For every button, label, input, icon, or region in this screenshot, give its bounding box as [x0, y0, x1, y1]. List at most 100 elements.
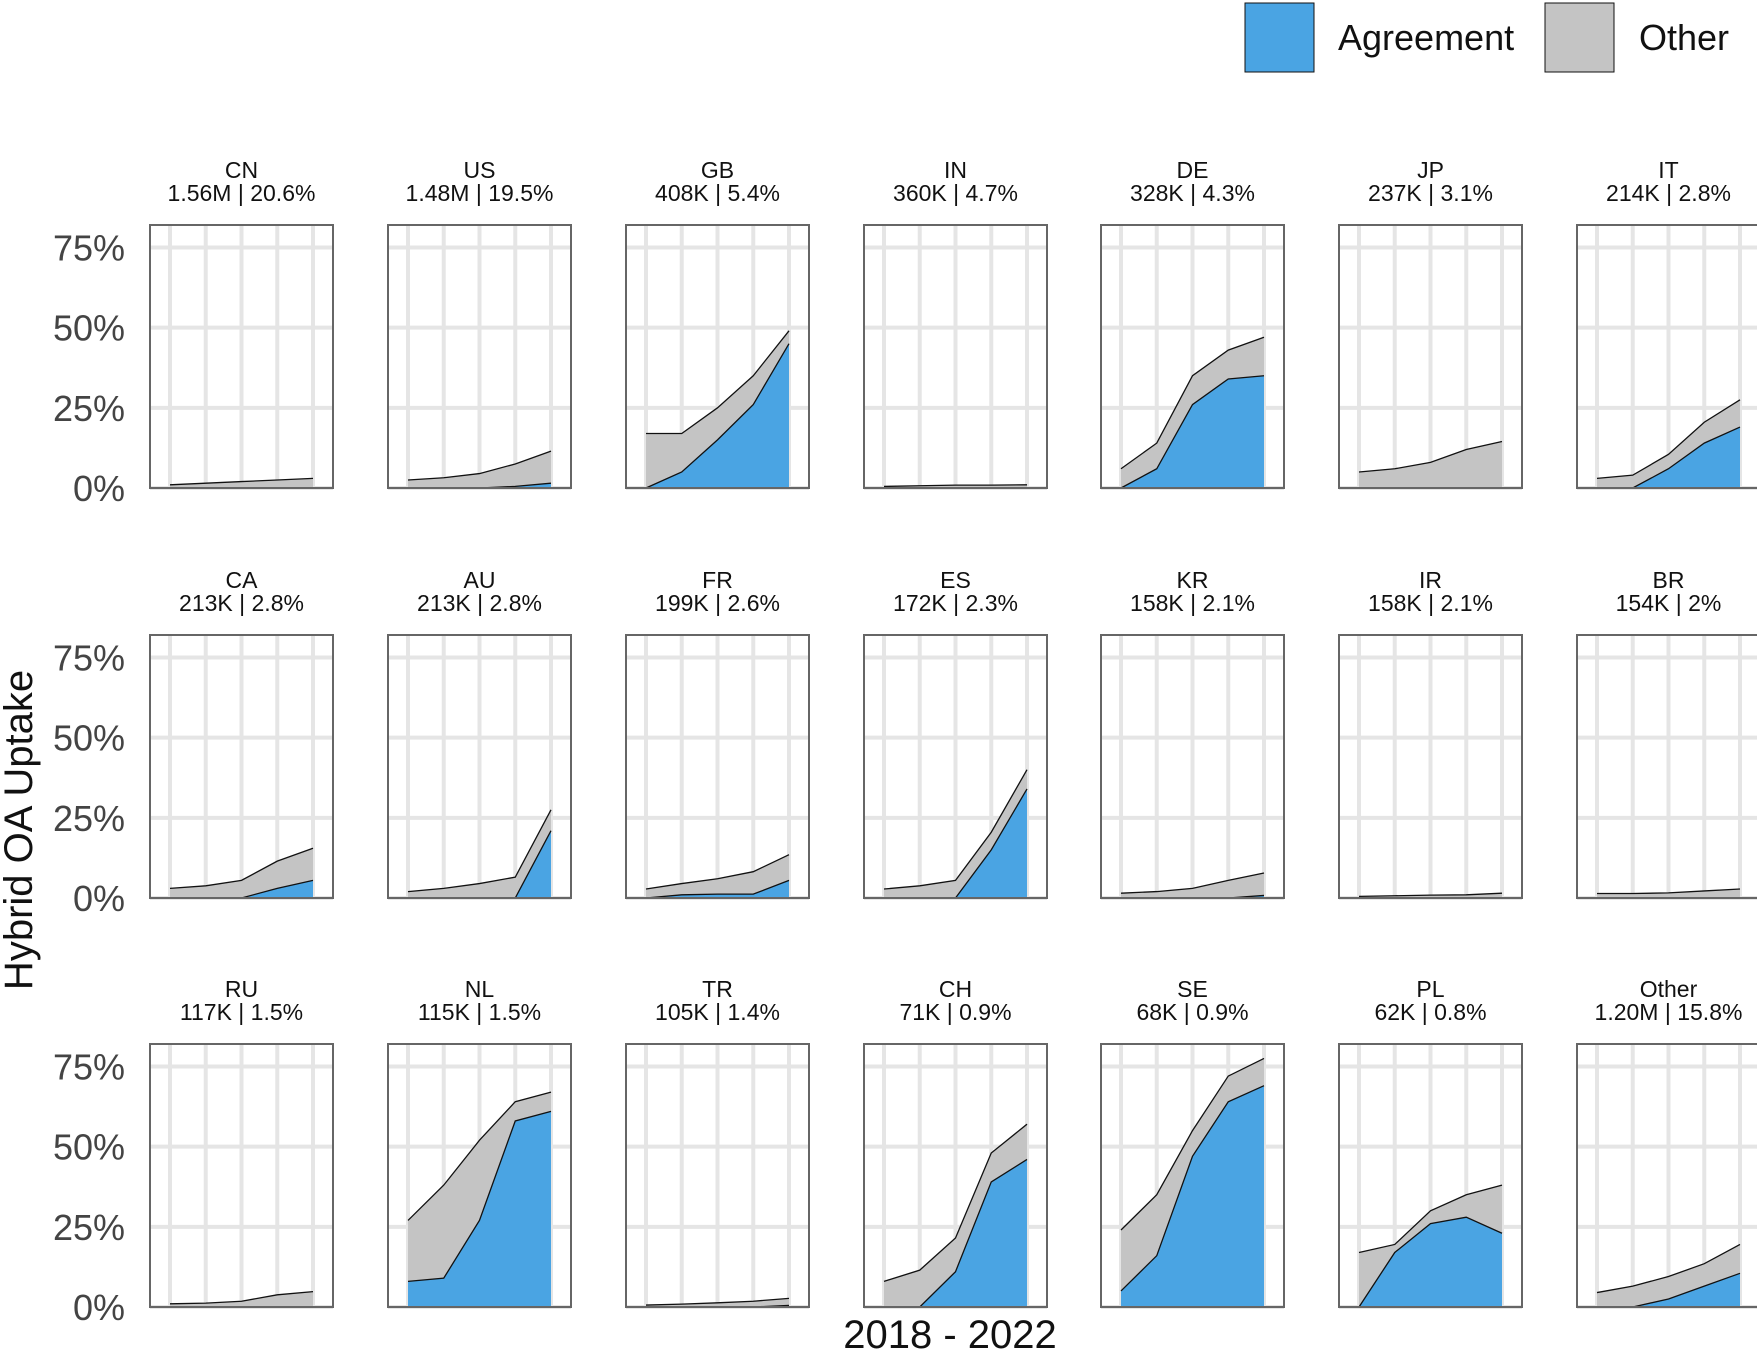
- line-total: [1120, 336, 1265, 470]
- area-agreement: [884, 788, 1027, 898]
- area-other: [646, 1298, 789, 1307]
- facet-title: CN: [225, 157, 258, 183]
- facet-summary: 237K | 3.1%: [1368, 180, 1493, 206]
- panel-border: [863, 634, 1048, 899]
- facet-summary: 158K | 2.1%: [1368, 590, 1493, 616]
- area-agreement: [1359, 1217, 1502, 1307]
- facet-summary: 172K | 2.3%: [893, 590, 1018, 616]
- y-tick-label: 75%: [53, 637, 125, 678]
- line-agreement: [1358, 1216, 1503, 1308]
- facet-summary: 213K | 2.8%: [417, 590, 542, 616]
- legend-label-agreement: Agreement: [1338, 17, 1514, 58]
- panel-border: [387, 1043, 572, 1308]
- facet-title: Other: [1640, 976, 1698, 1002]
- facet-title: FR: [702, 567, 733, 593]
- y-tick-label: 50%: [53, 1127, 125, 1168]
- panel-border: [1576, 634, 1757, 899]
- area-other: [884, 1124, 1027, 1307]
- line-total: [169, 847, 314, 890]
- line-agreement: [1120, 1085, 1265, 1292]
- legend: Agreement Other: [1244, 2, 1729, 73]
- area-other: [170, 478, 313, 488]
- facet-title: CA: [226, 567, 259, 593]
- facet-title: KR: [1177, 567, 1209, 593]
- line-total: [1597, 888, 1741, 895]
- panel-border: [1338, 224, 1523, 489]
- panel-border: [1100, 634, 1285, 899]
- facet-title: PL: [1416, 976, 1444, 1002]
- panel-border: [149, 224, 334, 489]
- line-agreement: [645, 879, 790, 899]
- facet-title: IN: [944, 157, 967, 183]
- area-agreement: [1121, 375, 1264, 488]
- facet-title: IT: [1658, 157, 1678, 183]
- area-agreement: [1121, 1085, 1264, 1307]
- panel-border: [1338, 634, 1523, 899]
- y-tick-label: 25%: [53, 388, 125, 429]
- facet-title: GB: [701, 157, 734, 183]
- y-tick-label: 0%: [73, 1287, 125, 1328]
- area-other: [1121, 337, 1264, 488]
- line-total: [1358, 440, 1503, 473]
- facet-summary: 199K | 2.6%: [655, 590, 780, 616]
- facet-summary: 360K | 4.7%: [893, 180, 1018, 206]
- y-tick-label: 0%: [73, 468, 125, 509]
- line-total: [645, 854, 790, 890]
- facet-summary: 1.48M | 19.5%: [406, 180, 554, 206]
- facet-cn: CN1.56M | 20.6% 0% 25% 50% 75%: [53, 157, 334, 509]
- y-tick-label: 0%: [73, 878, 125, 919]
- line-agreement: [407, 1110, 552, 1282]
- area-agreement: [170, 880, 313, 898]
- facet-title: IR: [1419, 567, 1442, 593]
- line-agreement: [645, 343, 790, 489]
- facet-summary: 105K | 1.4%: [655, 999, 780, 1025]
- facet-summary: 1.20M | 15.8%: [1595, 999, 1743, 1025]
- panel-border: [149, 634, 334, 899]
- line-total: [169, 477, 314, 486]
- facet-summary: 1.56M | 20.6%: [168, 180, 316, 206]
- facet-title: RU: [225, 976, 258, 1002]
- panel-border: [625, 224, 810, 489]
- facet-summary: 62K | 0.8%: [1374, 999, 1486, 1025]
- line-total: [1596, 399, 1741, 480]
- facet-title: ES: [940, 567, 971, 593]
- line-total: [407, 809, 552, 893]
- area-agreement: [408, 1111, 551, 1307]
- facet-summary: 68K | 0.9%: [1136, 999, 1248, 1025]
- panel-border: [1100, 1043, 1285, 1308]
- panel-border: [863, 224, 1048, 489]
- y-tick-label: 50%: [53, 308, 125, 349]
- area-other: [1359, 1185, 1502, 1307]
- panel-border: [387, 634, 572, 899]
- panel-border: [625, 1043, 810, 1308]
- y-tick-label: 25%: [53, 798, 125, 839]
- facet-summary: 115K | 1.5%: [418, 999, 541, 1025]
- facet-summary: 158K | 2.1%: [1130, 590, 1255, 616]
- line-agreement: [1120, 375, 1265, 489]
- line-total: [883, 1123, 1028, 1282]
- area-other: [884, 769, 1027, 898]
- line-total: [883, 484, 1028, 488]
- facet-summary: 71K | 0.9%: [899, 999, 1011, 1025]
- facet-title: AU: [464, 567, 496, 593]
- facet-grid: CN1.56M | 20.6% 0% 25% 50% 75% US1.48M | 19.5…: [53, 157, 1757, 1328]
- area-other: [1359, 441, 1502, 488]
- y-tick-label: 75%: [53, 1046, 125, 1087]
- y-tick-label: 50%: [53, 718, 125, 759]
- line-total: [883, 769, 1028, 890]
- line-total: [645, 1297, 790, 1306]
- area-agreement: [646, 343, 789, 488]
- facet-summary: 328K | 4.3%: [1130, 180, 1255, 206]
- facet-summary: 154K | 2%: [1616, 590, 1722, 616]
